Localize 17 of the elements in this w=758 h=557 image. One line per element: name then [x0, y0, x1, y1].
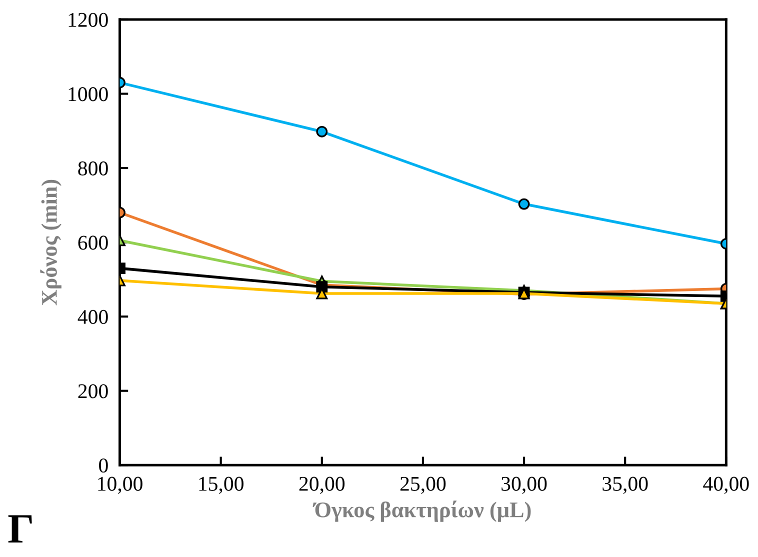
text: Γ [8, 515, 32, 543]
y-tick-label: 1200 [68, 12, 108, 27]
y-tick-label: 400 [78, 310, 108, 324]
y-tick-label: 200 [78, 384, 108, 398]
x-tick-label: 35,00 [602, 476, 648, 494]
x-tick-label: 40,00 [703, 476, 749, 494]
y-tick-label: 600 [78, 236, 108, 250]
x-axis-title: Όγκος βακτηρίων (μL) [312, 500, 531, 522]
x-tick-label: 30,00 [502, 476, 547, 494]
y-axis-title: Χρόνος (min) [40, 180, 62, 306]
y-tick-label: 1000 [68, 87, 108, 102]
x-tick-label: 25,00 [400, 476, 446, 494]
x-tick-label: 10,00 [98, 476, 142, 494]
y-tick-label: 0 [99, 458, 108, 473]
x-tick-label: 15,00 [199, 476, 244, 494]
x-tick-label: 20,00 [299, 476, 345, 494]
y-tick-label: 800 [78, 161, 108, 176]
